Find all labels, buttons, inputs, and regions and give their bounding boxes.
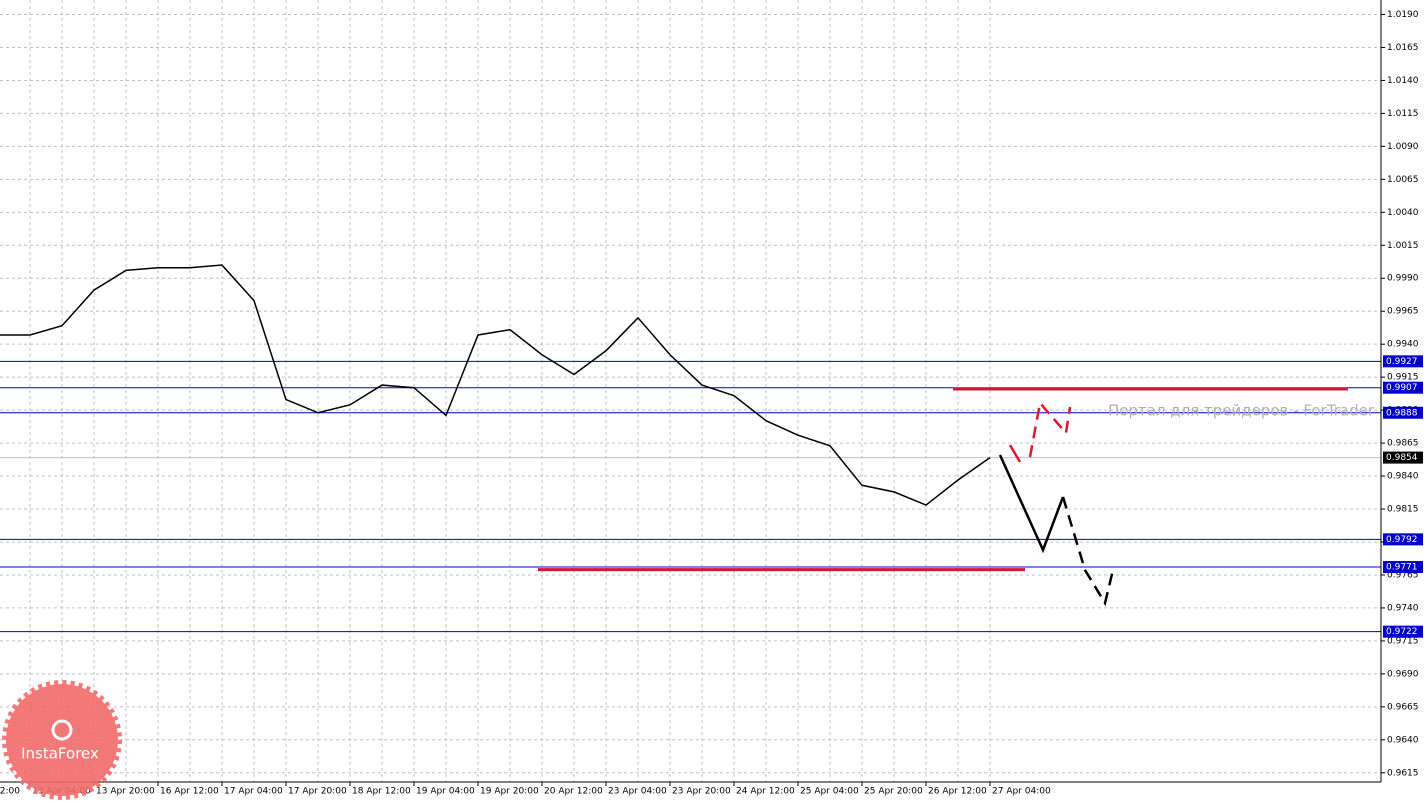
grid (0, 0, 1381, 782)
y-tick-label: 1.0040 (1387, 208, 1419, 218)
level-tag (1383, 561, 1423, 574)
x-tick-label: 17 Apr 20:00 (288, 787, 347, 797)
forecast-arrows (998, 400, 1115, 607)
x-tick-label: 25 Apr 20:00 (864, 787, 923, 797)
x-tick-label: 13 Apr 20:00 (96, 787, 155, 797)
y-tick-label: 1.0015 (1387, 241, 1419, 251)
level-label: 0.9907 (1386, 383, 1418, 393)
level-tag (1383, 625, 1423, 638)
current-price-label: 0.9854 (1386, 453, 1418, 463)
level-label: 0.9792 (1386, 535, 1418, 545)
levels (0, 360, 1381, 633)
x-tick-label: 26 Apr 12:00 (928, 787, 987, 797)
y-tick-label: 0.9765 (1387, 570, 1419, 580)
price-line (0, 264, 991, 506)
y-tick-label: 1.0190 (1387, 10, 1419, 20)
level-tag (1383, 355, 1423, 368)
y-tick-label: 0.9815 (1387, 505, 1419, 515)
forecast-up-dashed (1028, 400, 1072, 458)
y-tick-label: 0.9915 (1387, 373, 1419, 383)
forecast-up (1008, 444, 1022, 463)
level-label: 0.9771 (1386, 563, 1418, 573)
x-tick-label: 16 Apr 12:00 (160, 787, 219, 797)
series (0, 264, 991, 506)
watermark: Портал для трейдеров - ForTrader (1108, 402, 1375, 420)
y-tick-label: 1.0090 (1387, 142, 1419, 152)
level-label: 0.9722 (1386, 627, 1418, 637)
y-tick-label: 0.9640 (1387, 735, 1419, 745)
y-tick-label: 1.0115 (1387, 109, 1419, 119)
x-tick-label: 18 Apr 12:00 (352, 787, 411, 797)
y-tick-label: 0.9965 (1387, 307, 1419, 317)
forecast-down-dashed (1061, 496, 1115, 607)
logo-text: InstaForex (21, 745, 99, 763)
y-tick-label: 0.9615 (1387, 768, 1419, 778)
y-tick-label: 1.0140 (1387, 76, 1419, 86)
level-label: 0.9927 (1386, 357, 1418, 367)
x-tick-label: 27 Apr 04:00 (992, 787, 1051, 797)
x-tick-label: 23 Apr 04:00 (608, 787, 667, 797)
y-tick-label: 0.9665 (1387, 702, 1419, 712)
y-tick-label: 0.9940 (1387, 340, 1419, 350)
y-tick-label: 0.9990 (1387, 274, 1419, 284)
x-tick-label: 19 Apr 04:00 (416, 787, 475, 797)
x-tick-label: 19 Apr 20:00 (480, 787, 539, 797)
y-tick-label: 1.0165 (1387, 43, 1419, 53)
level-tag (1383, 533, 1423, 546)
current-price-tag (1383, 451, 1423, 464)
x-tick-label: 17 Apr 04:00 (224, 787, 283, 797)
level-label: 0.9888 (1386, 408, 1418, 418)
level-tag (1383, 381, 1423, 394)
x-tick-label: 25 Apr 04:00 (800, 787, 859, 797)
y-tick-label: 0.9865 (1387, 439, 1419, 449)
x-tick-label: 20 Apr 12:00 (544, 787, 603, 797)
y-tick-label: 0.9740 (1387, 603, 1419, 613)
y-tick-label: 0.9715 (1387, 636, 1419, 646)
y-tick-label: 0.9840 (1387, 472, 1419, 482)
logo: InstaForex (2, 680, 122, 800)
level-tag (1383, 406, 1423, 419)
x-tick-label: 12:00 (0, 787, 20, 797)
x-tick-label: 24 Apr 12:00 (736, 787, 795, 797)
y-tick-label: 0.9690 (1387, 669, 1419, 679)
logo-icon (51, 719, 73, 741)
axes: 1.0190 1.0165 1.0140 1.0115 1.0090 1.0065 1.00… (0, 10, 1423, 797)
y-tick-label: 1.0065 (1387, 175, 1419, 185)
forecast-down (998, 454, 1065, 554)
x-tick-label: 23 Apr 20:00 (672, 787, 731, 797)
